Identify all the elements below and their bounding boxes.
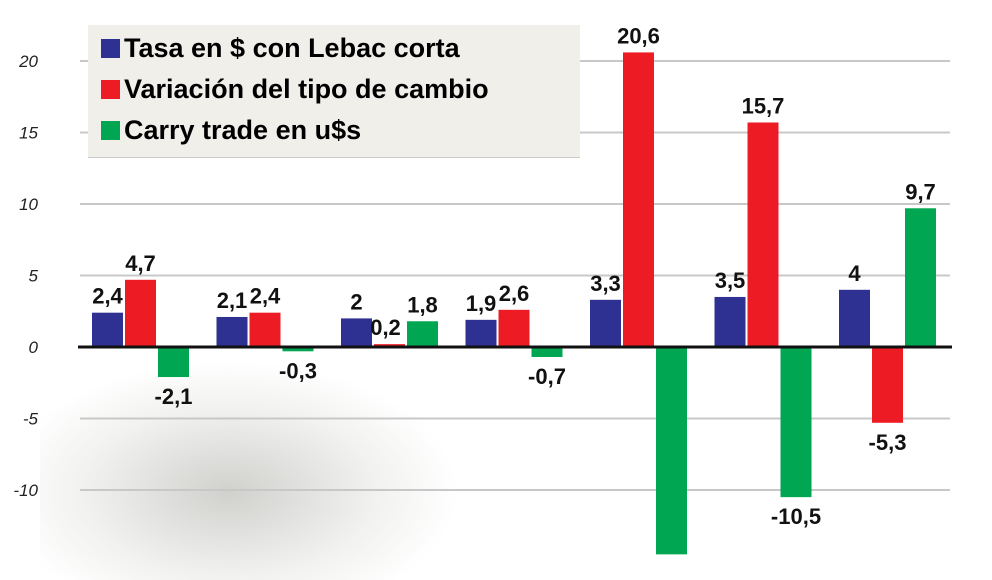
legend-swatch-green — [101, 121, 120, 140]
legend-item-carry: Carry trade en u$s — [101, 115, 361, 146]
bar-tasa — [216, 316, 248, 347]
y-tick-label: 20 — [18, 52, 38, 71]
bar-carry — [158, 347, 189, 378]
data-label: 2 — [350, 289, 362, 314]
legend: Tasa en $ con Lebac corta Variación del … — [88, 25, 580, 158]
data-label: -10,5 — [771, 504, 821, 529]
data-label: 3,3 — [590, 271, 621, 296]
data-label: 3,5 — [715, 268, 746, 293]
legend-item-tasa: Tasa en $ con Lebac corta — [101, 33, 460, 64]
bar-carry — [282, 347, 314, 352]
data-label: 2,4 — [250, 284, 281, 309]
y-tick-label: 10 — [19, 195, 38, 214]
data-label: -0,3 — [279, 358, 317, 383]
data-label: 2,1 — [217, 288, 248, 313]
bar-carry — [656, 347, 687, 555]
bar-tasa — [92, 312, 123, 347]
data-label: 2,6 — [499, 281, 530, 306]
bar-carry — [780, 347, 812, 498]
y-tick-label: -10 — [13, 481, 38, 500]
data-label: -5,3 — [869, 430, 907, 455]
y-tick-label: -5 — [23, 410, 39, 429]
bar-variacion — [125, 279, 156, 347]
bar-tasa — [714, 296, 746, 347]
legend-item-variacion: Variación del tipo de cambio — [101, 74, 489, 105]
bar-carry — [407, 321, 438, 347]
bar-variacion — [623, 52, 654, 348]
data-label: 9,7 — [905, 179, 936, 204]
bar-carry — [905, 208, 936, 347]
money-calculator-photo — [40, 360, 460, 580]
bar-tasa — [341, 318, 372, 347]
bar-variacion — [249, 312, 281, 347]
data-label: 4 — [848, 261, 861, 286]
data-label: 15,7 — [742, 93, 785, 118]
data-label: 20,6 — [617, 23, 660, 48]
data-label: 0,2 — [370, 315, 401, 340]
legend-swatch-red — [101, 80, 120, 99]
data-label: 4,7 — [125, 251, 156, 276]
legend-swatch-blue — [101, 39, 120, 58]
legend-label: Carry trade en u$s — [124, 115, 362, 145]
y-tick-label: 15 — [19, 124, 38, 143]
bar-variacion — [498, 309, 530, 347]
bar-tasa — [590, 299, 621, 347]
data-label: 2,4 — [92, 284, 123, 309]
data-label: -0,7 — [528, 364, 566, 389]
bar-tasa — [839, 289, 870, 347]
y-tick-label: 5 — [29, 267, 39, 286]
bar-carry — [531, 347, 563, 358]
data-label: -2,1 — [155, 384, 193, 409]
legend-label: Variación del tipo de cambio — [124, 74, 489, 104]
data-label: 1,9 — [466, 291, 497, 316]
legend-label: Tasa en $ con Lebac corta — [124, 33, 460, 63]
bar-tasa — [465, 319, 497, 347]
bar-variacion — [747, 122, 779, 348]
bar-variacion — [872, 347, 903, 423]
data-label: 1,8 — [407, 292, 438, 317]
y-tick-label: 0 — [29, 338, 39, 357]
